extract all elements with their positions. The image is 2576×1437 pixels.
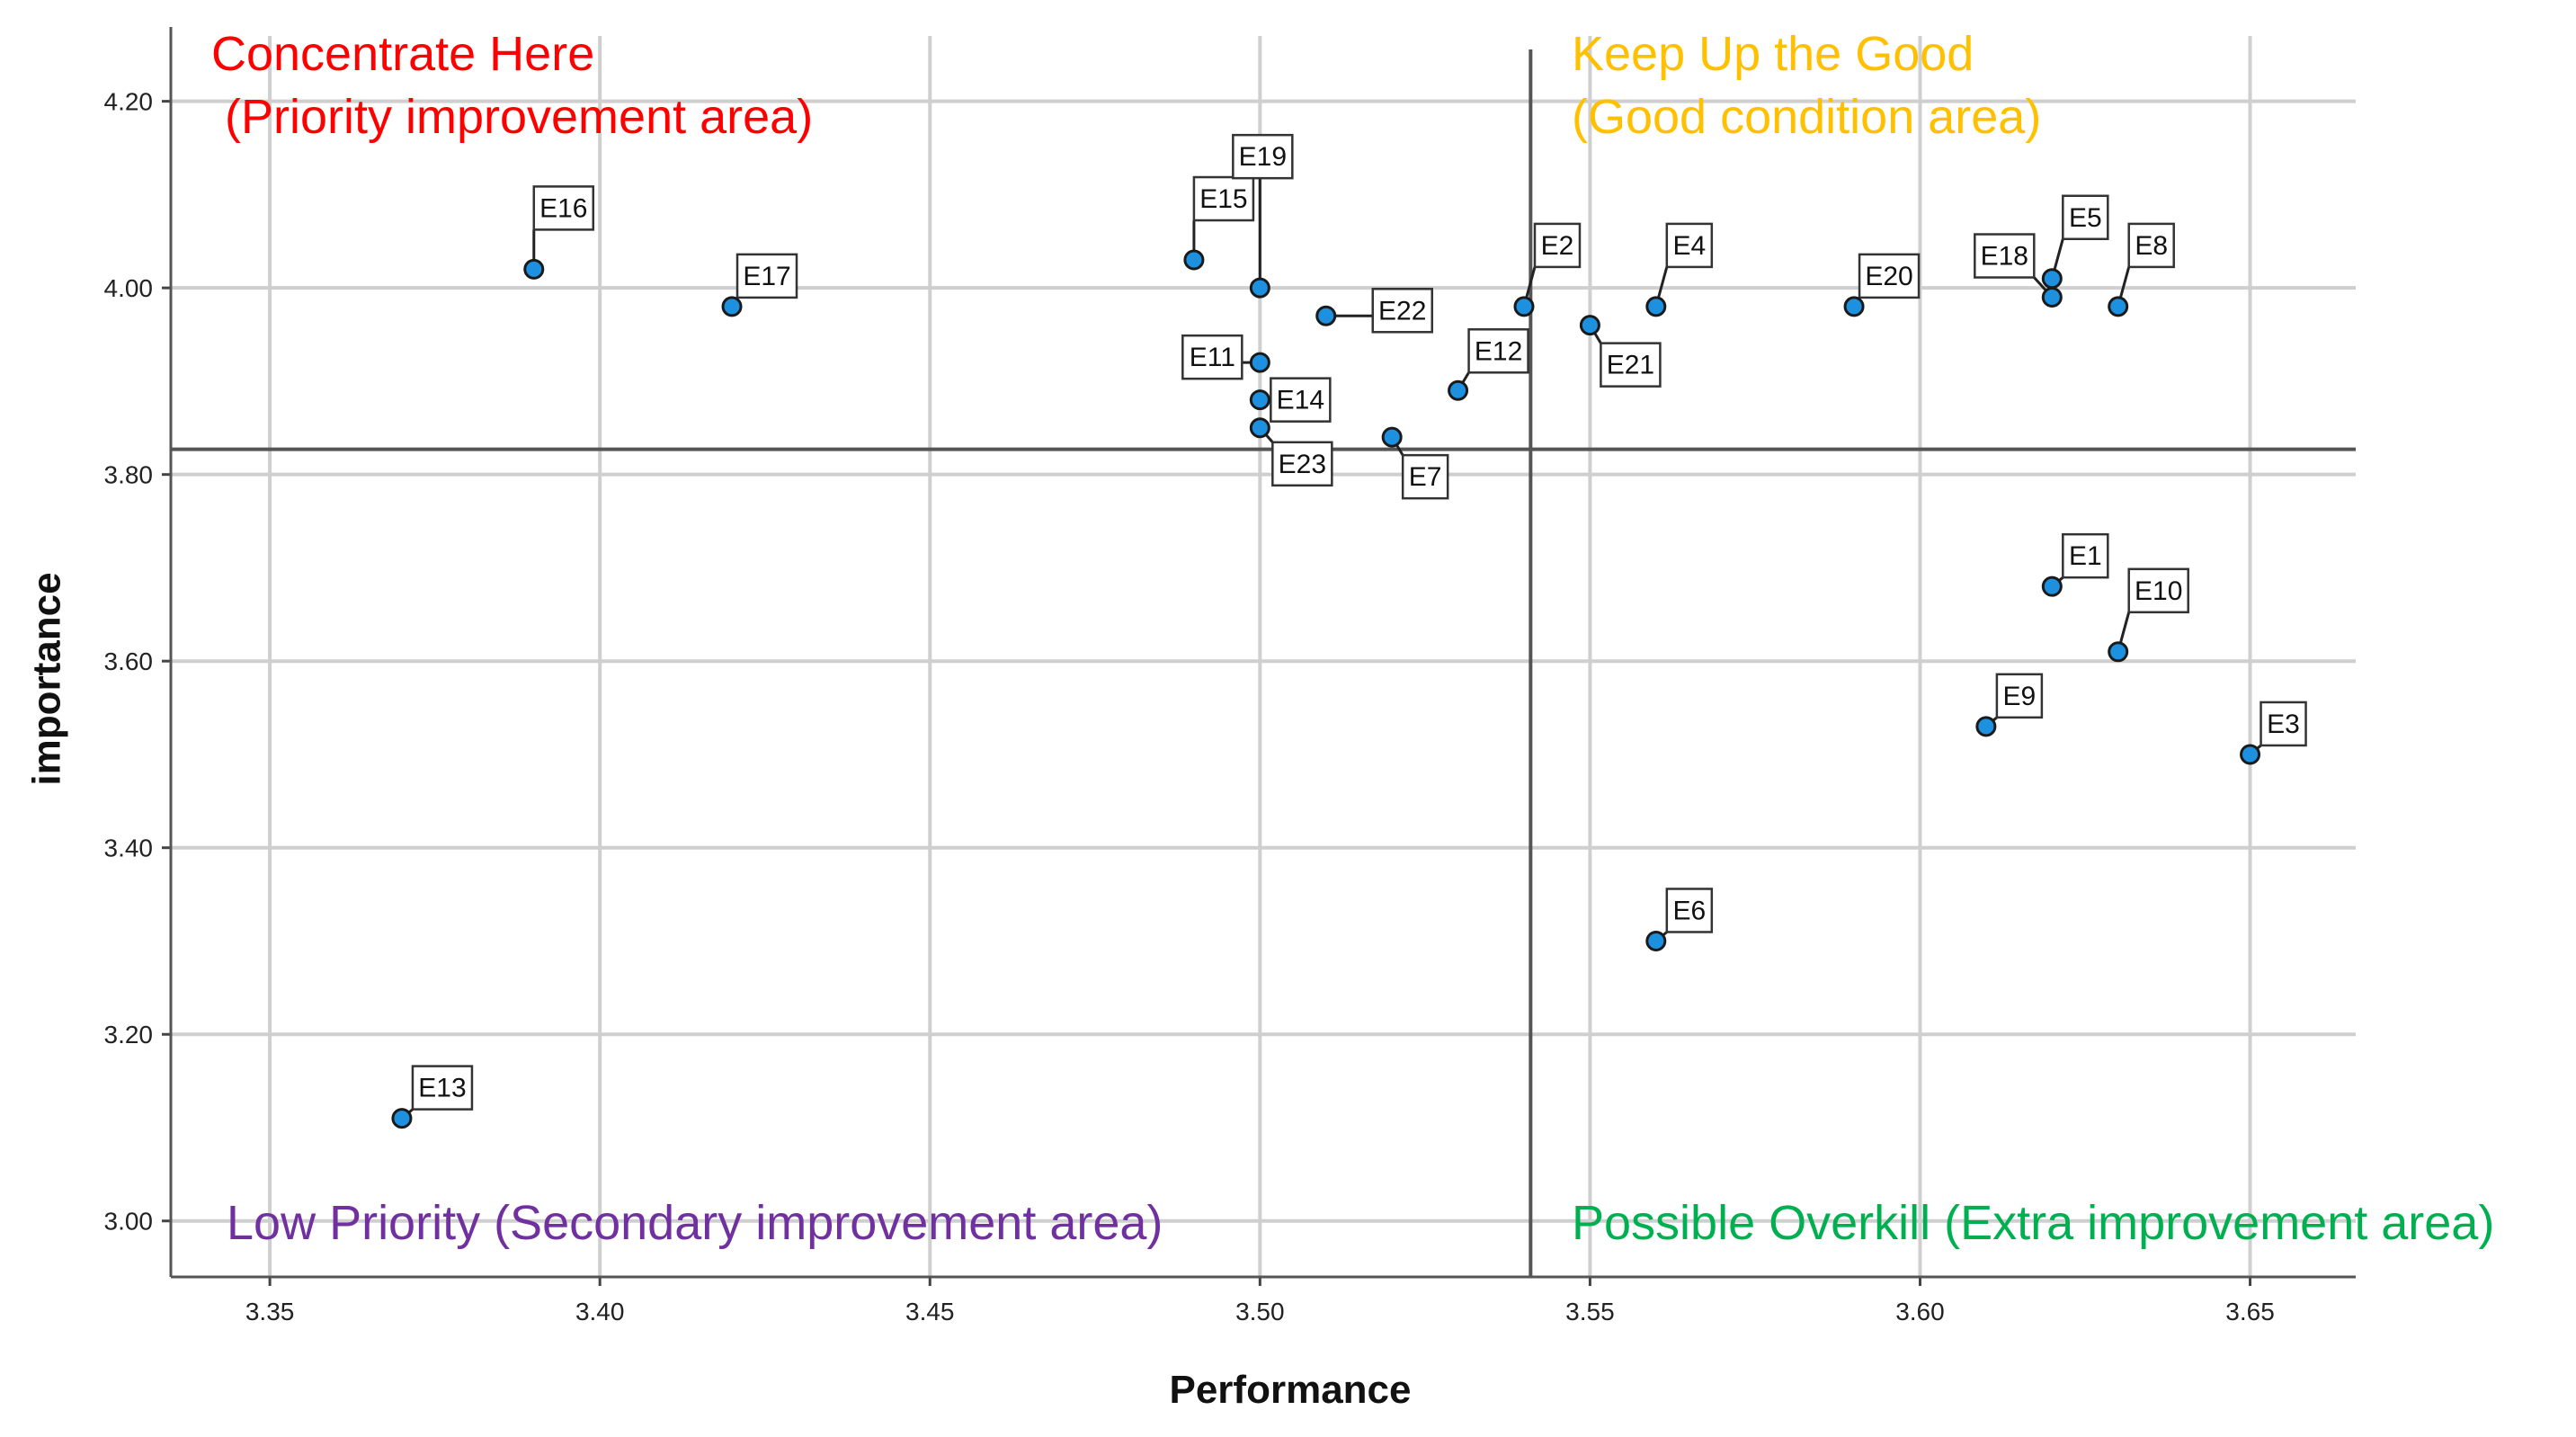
data-point-e2 — [1513, 296, 1535, 317]
point-label-e19: E19 — [1239, 142, 1287, 172]
data-point-e12 — [1448, 379, 1469, 401]
point-label-box — [1181, 334, 1243, 380]
point-label-e10: E10 — [2135, 576, 2182, 606]
point-label-box — [2062, 532, 2109, 579]
x-tick-label: 3.60 — [1895, 1298, 1945, 1325]
data-point-e23 — [1249, 417, 1270, 439]
point-label-e20: E20 — [1865, 262, 1912, 291]
data-point-e14 — [1249, 389, 1270, 411]
point-label-e2: E2 — [1541, 231, 1574, 261]
quadrant-label: (Good condition area) — [1572, 90, 2041, 144]
y-tick-label: 3.40 — [104, 835, 154, 862]
y-tick-label: 3.20 — [104, 1021, 154, 1049]
point-label-box — [2127, 222, 2175, 269]
point-label-e4: E4 — [1672, 231, 1706, 261]
data-point-e21 — [1579, 315, 1600, 336]
point-label-e8: E8 — [2135, 231, 2168, 261]
data-point-e20 — [1843, 296, 1865, 317]
y-tick-label: 3.00 — [104, 1208, 154, 1236]
x-tick-label: 3.35 — [245, 1298, 295, 1325]
y-axis-title: importance — [25, 572, 69, 785]
point-label-box — [1858, 253, 1921, 299]
point-label-e7: E7 — [1409, 462, 1442, 492]
y-tick-label: 3.60 — [104, 647, 154, 675]
quadrant-labels: Concentrate Here (Priority improvement a… — [211, 27, 2494, 1250]
data-point-e13 — [391, 1108, 413, 1129]
quadrant-label: Keep Up the Good — [1572, 27, 1974, 81]
x-tick-label: 3.50 — [1235, 1298, 1285, 1325]
point-label-e11: E11 — [1190, 343, 1235, 372]
point-label-box — [1974, 233, 2036, 279]
x-axis-title: Performance — [1169, 1368, 1411, 1412]
point-label-e16: E16 — [539, 193, 587, 223]
data-point-e4 — [1645, 296, 1667, 317]
point-label-box — [1271, 441, 1333, 487]
point-label-e15: E15 — [1199, 184, 1247, 214]
reference-lines — [171, 49, 2356, 1277]
data-point-e11 — [1249, 352, 1270, 373]
y-tick-label: 3.80 — [104, 461, 154, 489]
data-point-e22 — [1315, 305, 1337, 326]
data-point-e6 — [1645, 930, 1667, 951]
data-point-e17 — [721, 296, 743, 317]
data-point-e9 — [1975, 716, 1997, 737]
point-label-box — [1232, 133, 1294, 180]
point-label-e1: E1 — [2069, 541, 2102, 571]
point-label-e22: E22 — [1378, 296, 1426, 326]
data-point-e19 — [1249, 277, 1270, 299]
data-point-e8 — [2108, 296, 2129, 317]
point-label-box — [1665, 222, 1714, 269]
point-label-e6: E6 — [1672, 896, 1706, 925]
point-label-box — [532, 185, 595, 231]
point-label-e18: E18 — [1981, 242, 2028, 272]
point-label-box — [2260, 701, 2307, 747]
data-point-e10 — [2108, 641, 2129, 663]
point-label-box — [2127, 567, 2189, 614]
data-point-e7 — [1381, 426, 1403, 448]
point-label-box — [411, 1065, 474, 1111]
y-tick-label: 4.00 — [104, 274, 154, 302]
point-label-box — [1371, 288, 1433, 334]
point-label-e12: E12 — [1475, 336, 1522, 366]
point-label-box — [1467, 328, 1529, 374]
point-labels: E1 E2 E3 E4 E5 E6 E7 E8 E9 E10 E11 E12 E13 E14 E15 E16 E… — [400, 133, 2307, 1120]
point-label-box — [1533, 222, 1582, 269]
point-label-box — [1270, 377, 1332, 423]
x-tick-label: 3.65 — [2225, 1298, 2275, 1325]
quadrant-label: Concentrate Here — [211, 27, 594, 81]
point-label-e23: E23 — [1279, 450, 1326, 479]
data-point-e18 — [2041, 287, 2063, 308]
point-label-e3: E3 — [2267, 710, 2300, 739]
x-tick-label: 3.40 — [575, 1298, 625, 1325]
point-label-e13: E13 — [418, 1074, 466, 1103]
quadrant-label: Possible Overkill (Extra improvement are… — [1572, 1196, 2494, 1250]
data-point-e16 — [523, 258, 545, 280]
point-label-box — [1995, 673, 2044, 719]
quadrant-label: Low Priority (Secondary improvement area… — [227, 1196, 1163, 1250]
point-label-box — [1192, 175, 1255, 222]
quadrant-label: (Priority improvement area) — [211, 90, 813, 144]
data-point-e3 — [2240, 744, 2261, 765]
point-label-box — [735, 253, 798, 299]
data-point-e1 — [2041, 576, 2063, 597]
point-label-box — [1600, 342, 1662, 388]
grid-layer — [171, 36, 2356, 1277]
point-label-box — [1665, 888, 1714, 933]
point-label-e21: E21 — [1607, 351, 1654, 380]
axes-layer: 3.35 3.40 3.45 3.50 3.55 3.60 3.65 3.00 3.20 3.40… — [104, 27, 2356, 1325]
data-points — [391, 249, 2261, 1129]
point-label-box — [1401, 453, 1449, 500]
y-tick-label: 4.20 — [104, 88, 154, 116]
data-point-e15 — [1183, 249, 1205, 271]
data-point-e5 — [2041, 268, 2063, 290]
point-label-e5: E5 — [2069, 203, 2102, 233]
point-label-e14: E14 — [1277, 386, 1324, 415]
x-tick-label: 3.45 — [905, 1298, 955, 1325]
point-label-e17: E17 — [743, 262, 790, 291]
point-label-box — [2062, 194, 2109, 241]
x-tick-label: 3.55 — [1565, 1298, 1615, 1325]
point-label-e9: E9 — [2003, 682, 2037, 711]
